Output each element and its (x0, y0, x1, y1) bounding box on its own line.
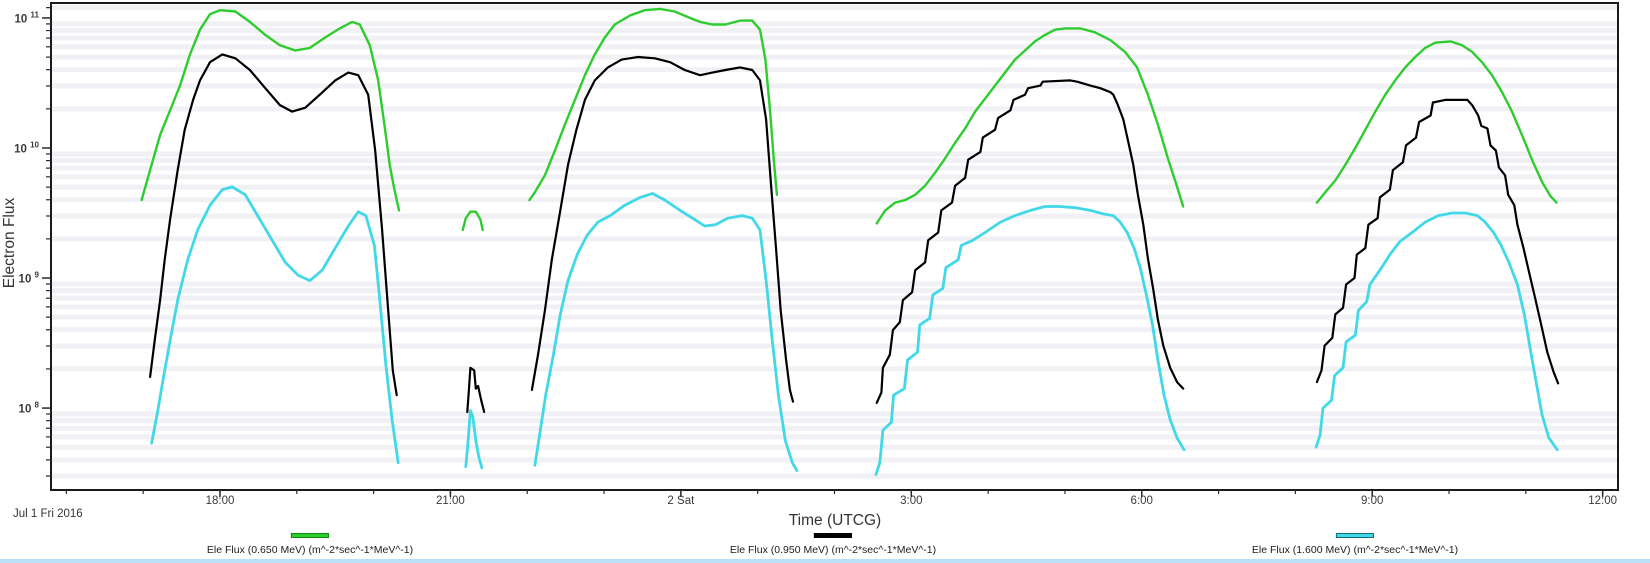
series-line-1 (875, 79, 1185, 404)
x-tick-label: 9:00 (1360, 495, 1384, 507)
series-line-0 (528, 7, 779, 202)
legend-entry-0950mev: Ele Flux (0.950 MeV) (m^-2*sec^-1*MeV^-1… (730, 533, 936, 558)
legend-entry-0650mev: Ele Flux (0.650 MeV) (m^-2*sec^-1*MeV^-1… (207, 533, 413, 558)
y-tick-label: 10 8 (18, 400, 39, 416)
axis-date-label: Jul 1 Fri 2016 (13, 508, 83, 520)
series-line-0 (461, 210, 484, 232)
legend-swatch-green (290, 533, 329, 538)
x-tick-label: 2 Sat (667, 495, 695, 507)
series-line-1 (149, 53, 398, 397)
y-tick-label: 10 9 (18, 270, 39, 286)
x-tick-label: 21:00 (436, 495, 465, 507)
window-bottom-edge (0, 559, 1650, 563)
legend-swatch-cyan (1335, 533, 1374, 538)
plot-border (50, 2, 1619, 491)
y-axis-title: Electron Flux (1, 197, 18, 289)
series-line-0 (140, 8, 401, 212)
legend-label: Ele Flux (1.600 MeV) (m^-2*sec^-1*MeV^-1… (1251, 544, 1459, 556)
x-axis-title: Time (UTCG) (788, 512, 882, 529)
series-line-0 (875, 27, 1185, 225)
series-line-2 (464, 409, 484, 470)
series-line-2 (150, 185, 400, 465)
series-line-2 (874, 205, 1186, 476)
legend-label: Ele Flux (0.650 MeV) (m^-2*sec^-1*MeV^-1… (206, 544, 414, 556)
series-line-1 (530, 55, 795, 403)
series-line-1 (1315, 98, 1560, 385)
legend-swatch-black (813, 533, 852, 538)
legend-label: Ele Flux (0.950 MeV) (m^-2*sec^-1*MeV^-1… (729, 544, 937, 556)
y-tick-label: 10 11 (14, 10, 39, 26)
series-line-2 (1314, 211, 1559, 452)
series-line-0 (1315, 40, 1558, 204)
y-tick-label: 10 10 (14, 140, 39, 156)
series-line-1 (466, 366, 486, 414)
x-tick-label: 18:00 (205, 495, 235, 507)
x-tick-label: 3:00 (900, 495, 923, 507)
x-tick-label: 12:00 (1588, 495, 1618, 507)
series-line-2 (533, 192, 799, 472)
x-tick-label: 6:00 (1130, 495, 1153, 507)
legend-entry-1600mev: Ele Flux (1.600 MeV) (m^-2*sec^-1*MeV^-1… (1252, 533, 1458, 558)
